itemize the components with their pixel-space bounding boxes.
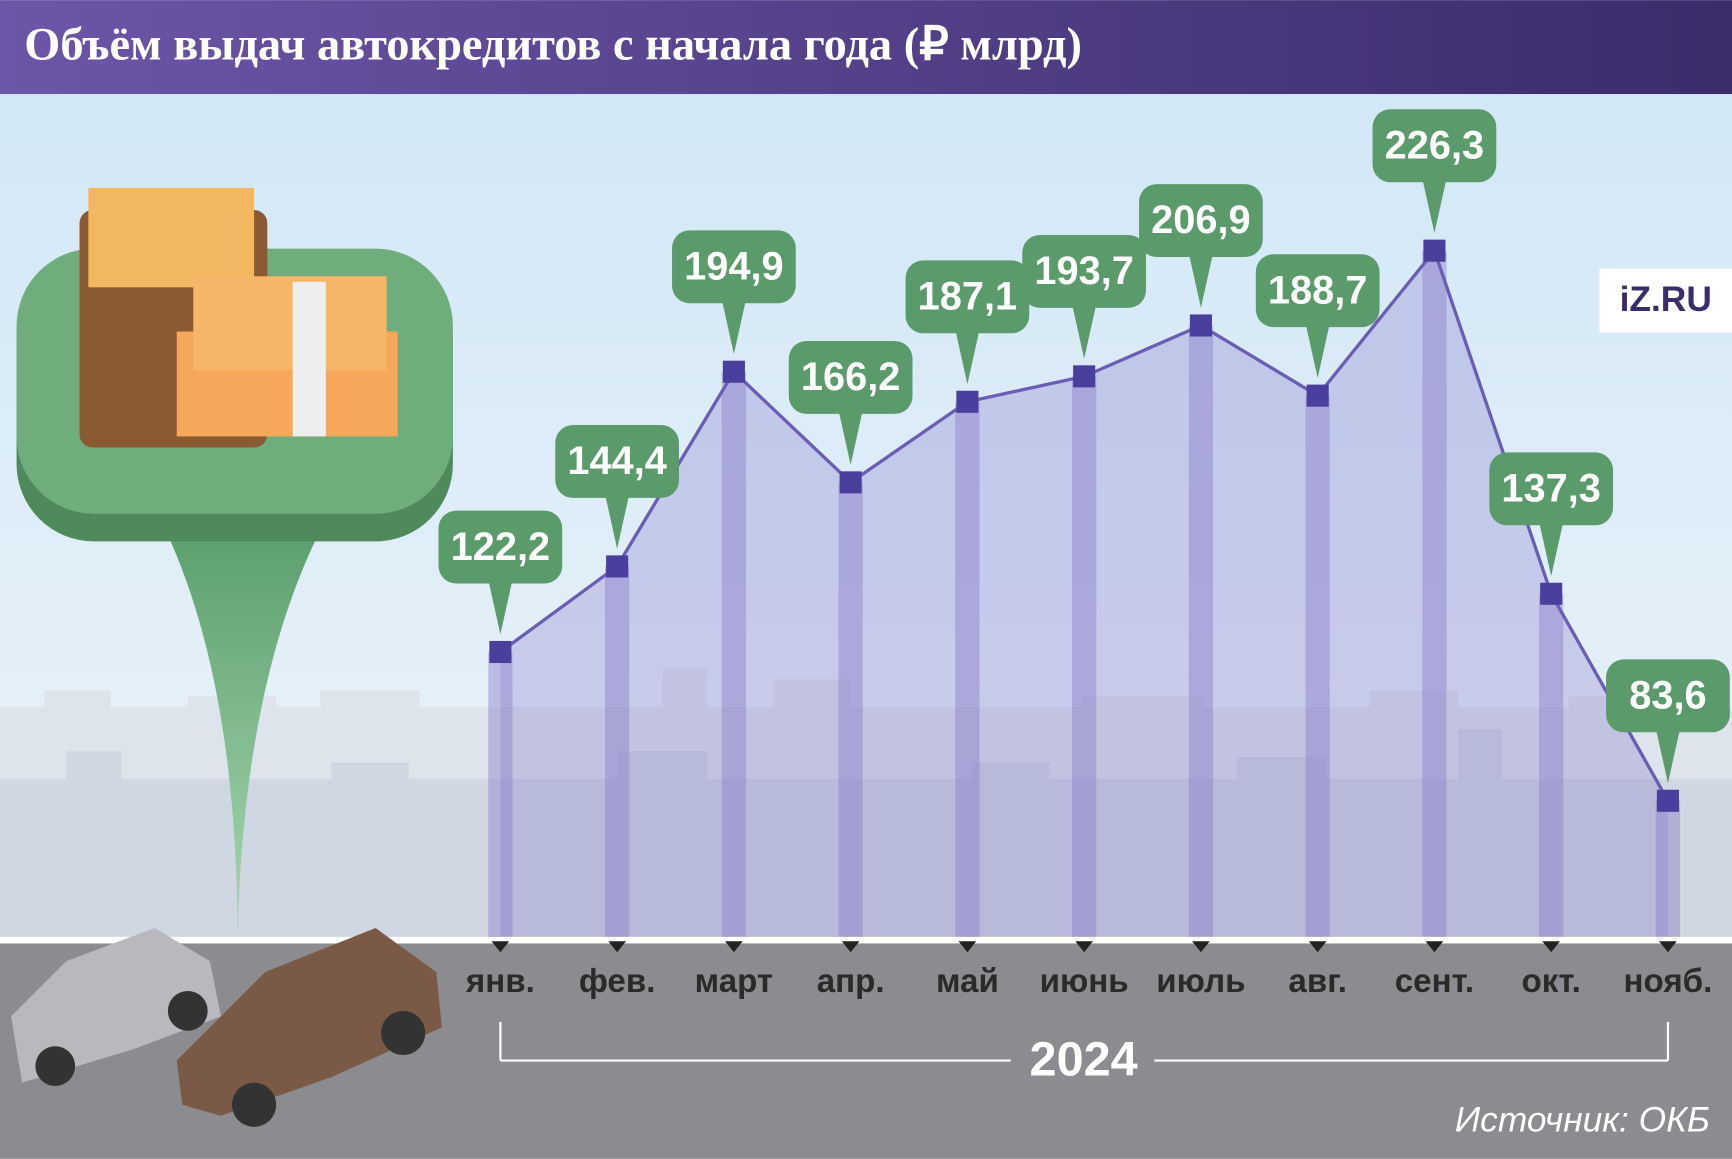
marker [1073, 365, 1096, 388]
bar [488, 651, 513, 940]
label-bubble [1372, 109, 1497, 183]
logo: iZ.RU [1620, 280, 1712, 319]
label-pointer [837, 405, 864, 465]
marker [839, 471, 862, 494]
data-label: 187,1 [918, 275, 1017, 319]
label-bubble [555, 425, 679, 498]
data-label: 226,3 [1385, 123, 1484, 167]
bar [955, 401, 980, 940]
tick-mark [1075, 941, 1093, 953]
label-pointer [487, 574, 514, 635]
x-tick-label: март [695, 963, 774, 1000]
bar [1305, 395, 1330, 940]
tick-mark [725, 941, 743, 953]
marker [1189, 314, 1212, 337]
data-label: 137,3 [1501, 467, 1600, 511]
label-pointer [1654, 723, 1682, 784]
tick-mark [1659, 941, 1677, 953]
tick-mark [1542, 941, 1561, 953]
city-skyline-front [0, 729, 1732, 945]
label-bubble [788, 340, 913, 414]
wallet-cash [88, 187, 255, 288]
source: Источник: ОКБ [1455, 1101, 1710, 1140]
marker [722, 360, 745, 383]
label-bubble [1022, 234, 1147, 308]
marker [606, 555, 629, 578]
tick-mark [958, 941, 977, 953]
label-bubble [438, 510, 563, 584]
label-pointer [1070, 299, 1098, 359]
data-label: 188,7 [1268, 268, 1367, 312]
label-pointer [603, 489, 631, 549]
label-pointer [954, 324, 981, 385]
drop-pin [165, 530, 321, 940]
x-tick-label: сент. [1395, 963, 1474, 1000]
data-label: 122,2 [451, 525, 550, 569]
data-label: 144,4 [567, 439, 666, 483]
cash-stack [193, 276, 387, 371]
label-pointer [1421, 173, 1448, 234]
header [0, 0, 1732, 95]
logo-box [1599, 268, 1732, 333]
tick-mark [841, 941, 860, 953]
label-pointer [1304, 318, 1331, 378]
label-pointer [720, 294, 748, 355]
cash-band [292, 281, 326, 437]
marker [1540, 582, 1563, 605]
bar [1072, 376, 1097, 940]
bar [721, 371, 747, 940]
area [500, 250, 1668, 940]
chart-title: Объём выдач автокредитов с начала года (… [24, 19, 1082, 70]
marker [1306, 384, 1329, 407]
bar [1655, 800, 1681, 940]
label-bubble [1489, 452, 1614, 526]
data-label: 194,9 [684, 244, 783, 288]
x-tick-label: янв. [465, 963, 535, 1000]
x-tick-label: окт. [1522, 963, 1581, 1000]
road-line [0, 936, 1732, 944]
marker [489, 640, 512, 664]
marker [1656, 789, 1679, 812]
label-bubble [905, 260, 1030, 334]
tick-mark [1425, 941, 1444, 953]
bar [1422, 250, 1447, 940]
label-bubble [1139, 184, 1263, 257]
x-tick-label: нояб. [1624, 963, 1713, 1000]
bar [1188, 325, 1214, 940]
x-tick-label: фев. [579, 963, 656, 1000]
bar [604, 566, 630, 940]
label-pointer [1537, 516, 1565, 577]
tick-mark [491, 941, 510, 953]
tick-mark [608, 941, 626, 953]
label-bubble [672, 230, 796, 304]
label-pointer [1187, 248, 1215, 308]
year-label: 2024 [1030, 1033, 1138, 1087]
x-tick-label: июнь [1040, 963, 1129, 1000]
marker [956, 390, 979, 413]
tick-mark [1192, 941, 1210, 953]
data-label: 193,7 [1034, 249, 1133, 293]
x-tick-label: июль [1156, 963, 1245, 1000]
tick-mark [1308, 941, 1327, 953]
bar [1539, 593, 1564, 940]
x-tick-label: апр. [817, 963, 885, 1000]
data-label: 206,9 [1151, 198, 1250, 242]
bar [838, 482, 863, 940]
marker [1423, 239, 1446, 262]
data-label: 166,2 [801, 355, 900, 399]
year-bg [1010, 1038, 1155, 1083]
data-label: 83,6 [1629, 674, 1706, 718]
x-tick-label: авг. [1288, 963, 1346, 1000]
label-bubble [1255, 254, 1380, 328]
label-bubble [1606, 659, 1730, 733]
x-tick-label: май [936, 963, 999, 1000]
cars [11, 927, 442, 1127]
